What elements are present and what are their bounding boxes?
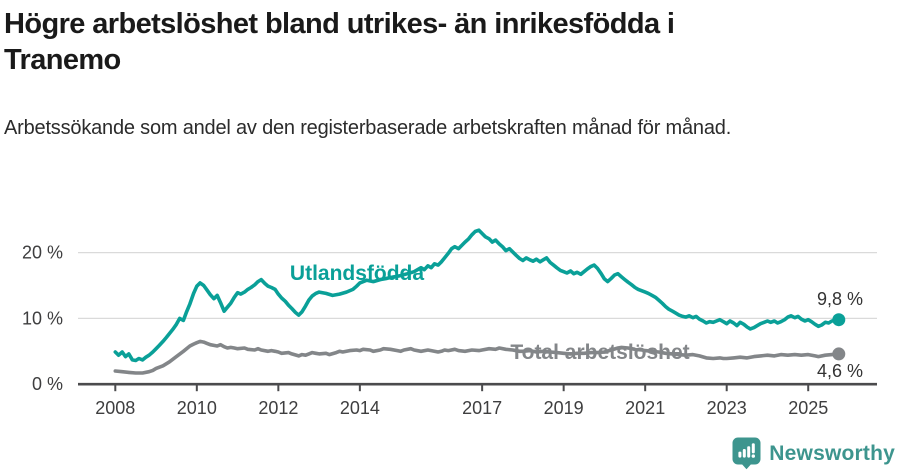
series-end-dot-utlandsfodda [832,313,846,327]
footer-brand: Newsworthy [732,437,895,470]
chart-subtitle: Arbetssökande som andel av den registerb… [4,117,732,139]
x-tick-label-2025: 2025 [788,398,828,418]
x-tick-label-2023: 2023 [707,398,747,418]
series-end-dot-total [832,347,846,361]
x-tick-label-2017: 2017 [462,398,502,418]
series-label-total: Total arbetslöshet [510,341,689,364]
series-label-utlandsfodda: Utlandsfödda [290,262,424,285]
x-tick-label-2021: 2021 [625,398,665,418]
brand-wordmark: Newsworthy [769,441,895,465]
bar-2 [743,449,747,458]
x-tick-label-2012: 2012 [258,398,298,418]
exclamation-dot [751,454,756,458]
exclamation-bar [752,443,756,454]
chart-canvas: 2008 2010 2012 2014 2017 2019 2021 2023 2025 0 % 1… [22,228,877,418]
line-chart: 2008 2010 2012 2014 2017 2019 2021 2023 2025 0 % 1… [0,210,900,445]
page-title: Högre arbetslöshet bland utrikes- än inr… [4,6,884,78]
x-tick-label-2019: 2019 [544,398,584,418]
x-tick-label-2014: 2014 [340,398,380,418]
speech-bubble-shape [732,437,761,470]
end-value-label-total: 4,6 % [817,361,863,381]
page-title-line1: Högre arbetslöshet bland utrikes- än inr… [4,8,675,40]
y-tick-label-10: 10 % [22,308,63,328]
y-tick-label-20: 20 % [22,243,63,263]
series-line-total [113,339,841,375]
page-title-line2: Tranemo [4,44,121,76]
x-tick-label-2008: 2008 [95,398,135,418]
bar-1 [738,451,742,458]
y-tick-label-0: 0 % [32,374,63,394]
series-line-utlandsfodda [113,228,841,363]
end-value-label-utlandsfodda: 9,8 % [817,289,863,309]
x-tick-label-2010: 2010 [177,398,217,418]
bar-3 [747,446,751,458]
newsworthy-logo-icon [732,437,761,470]
